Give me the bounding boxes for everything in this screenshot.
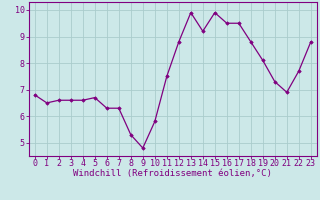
X-axis label: Windchill (Refroidissement éolien,°C): Windchill (Refroidissement éolien,°C): [73, 169, 272, 178]
